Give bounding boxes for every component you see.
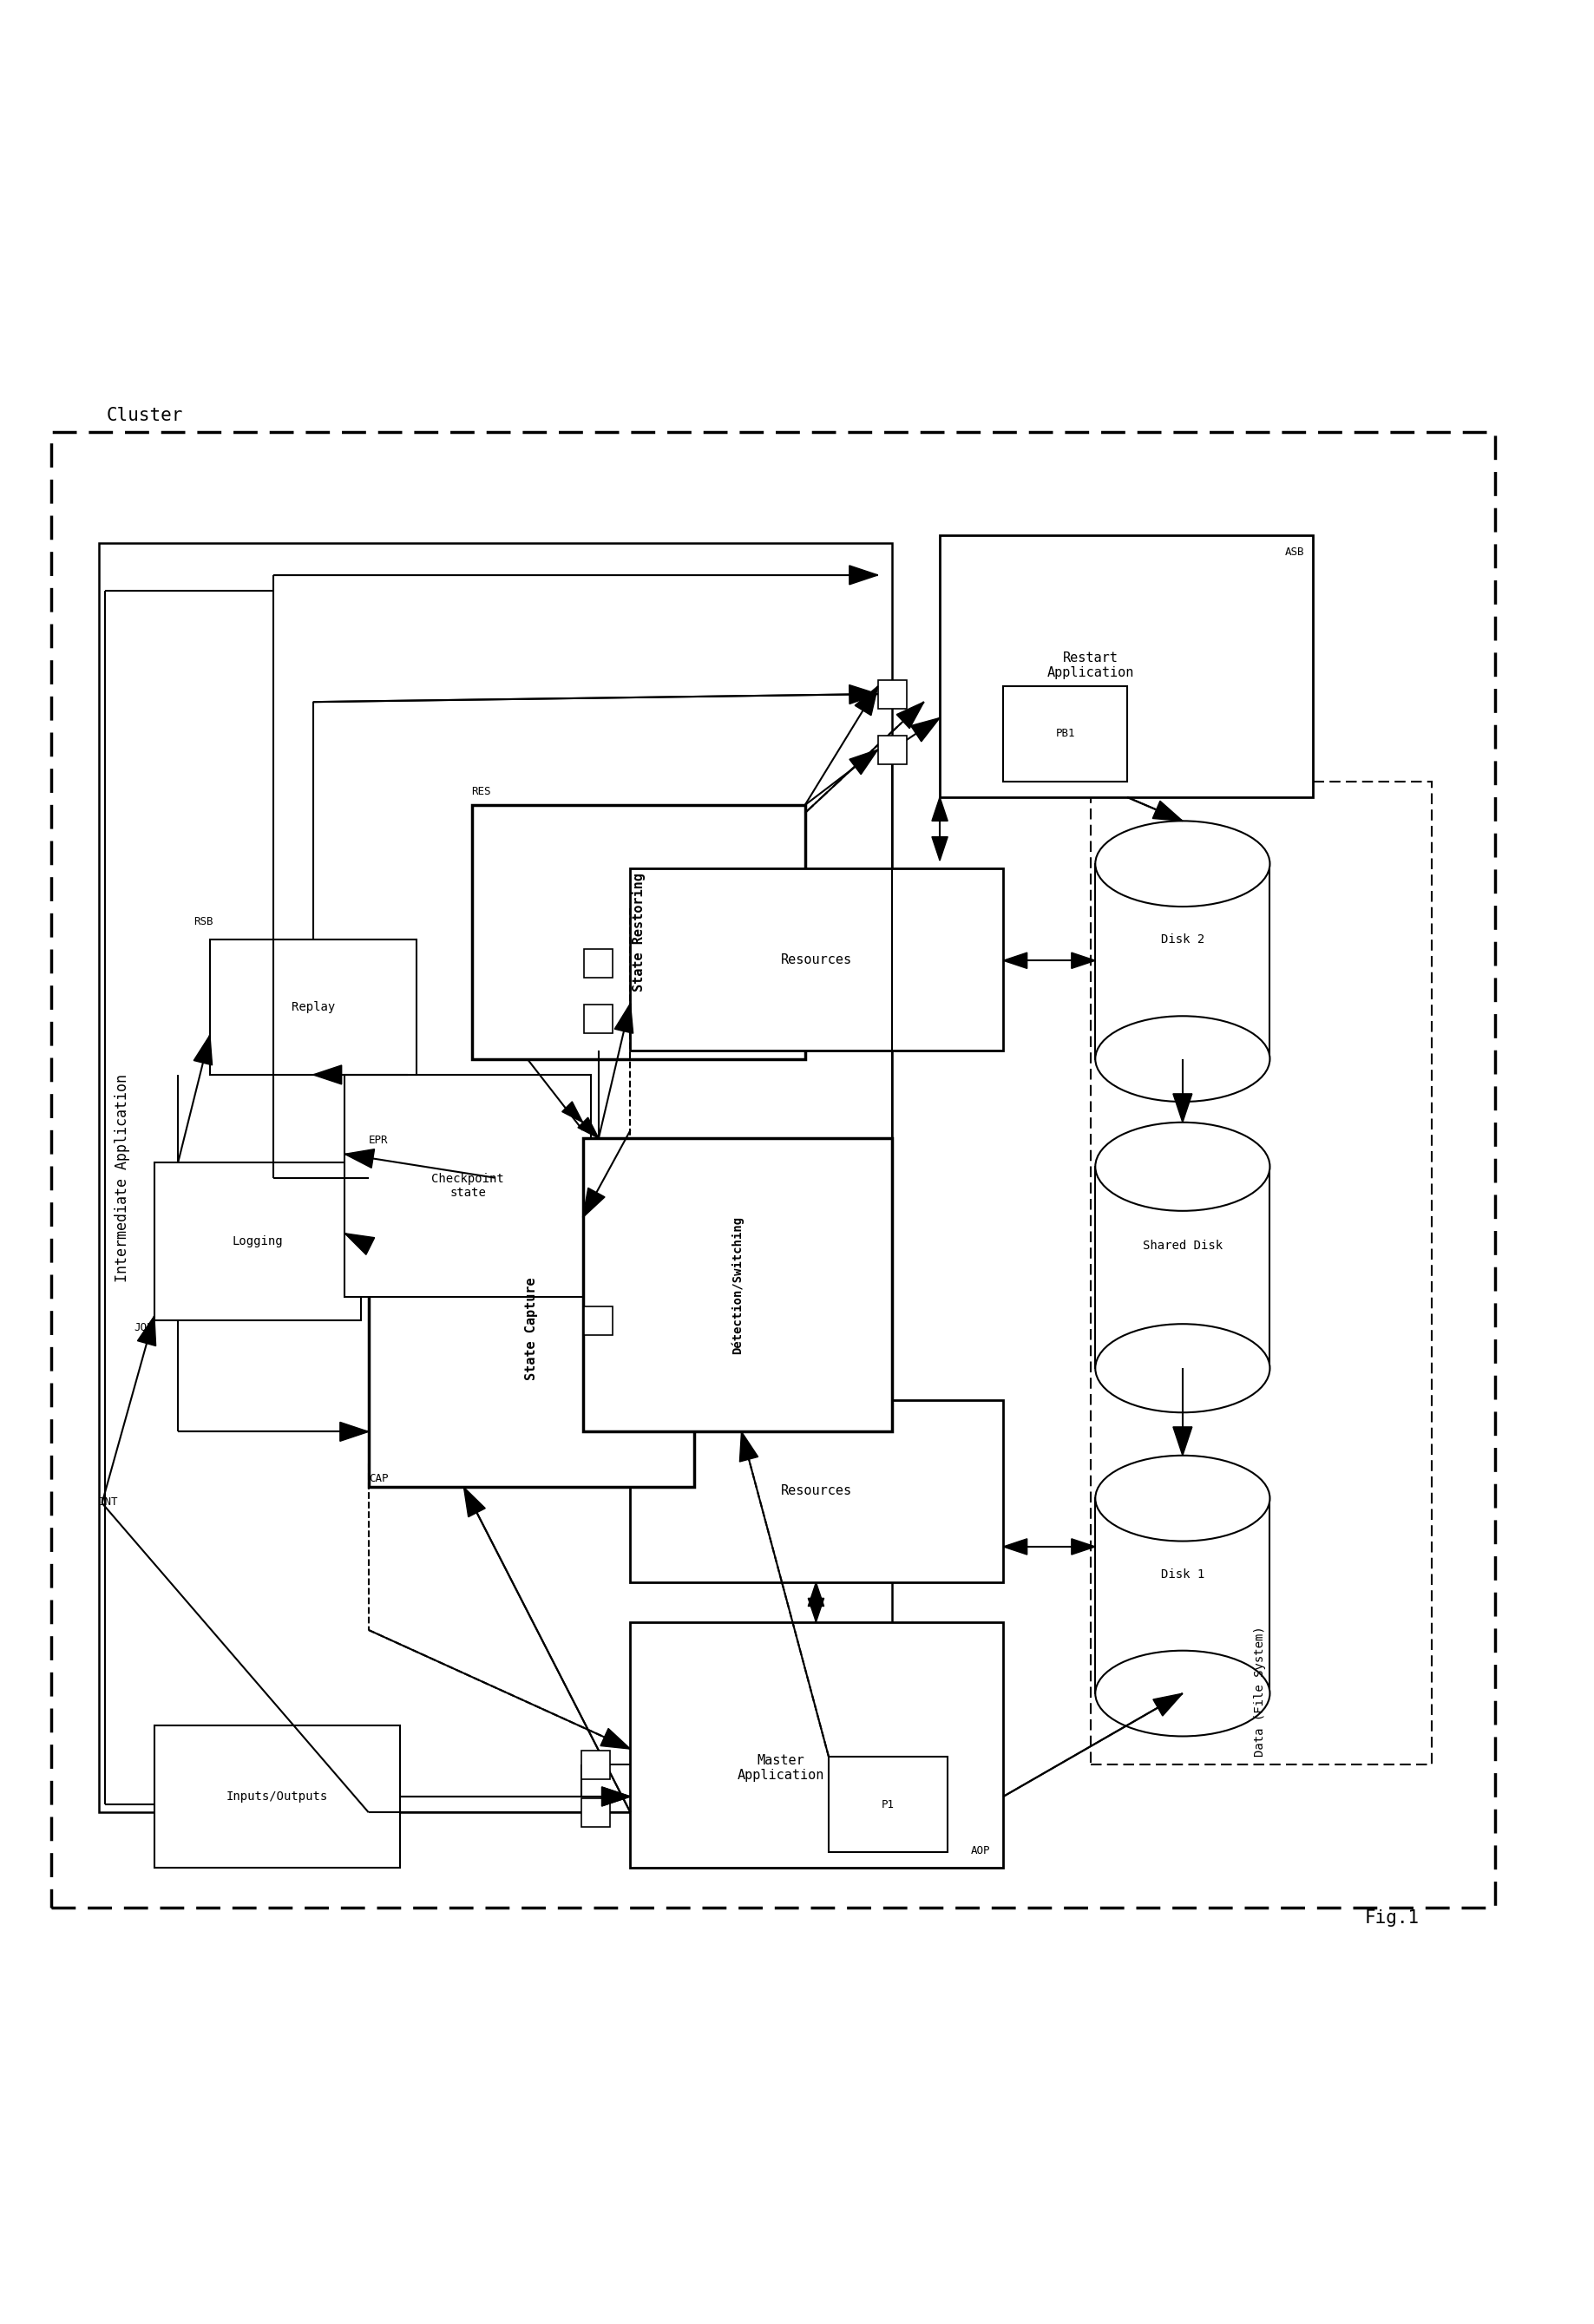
- Polygon shape: [137, 1315, 156, 1346]
- Bar: [472, 804, 805, 1060]
- Polygon shape: [808, 1583, 824, 1606]
- Bar: [344, 1074, 591, 1297]
- Bar: [1003, 686, 1127, 781]
- Text: INT: INT: [99, 1497, 118, 1508]
- Text: Détection/Switching: Détection/Switching: [732, 1215, 744, 1355]
- Text: Disk 1: Disk 1: [1160, 1569, 1205, 1580]
- Ellipse shape: [1095, 1325, 1270, 1413]
- Bar: [368, 1162, 693, 1487]
- Bar: [940, 535, 1313, 797]
- Text: Disk 2: Disk 2: [1160, 934, 1205, 946]
- Polygon shape: [1071, 1538, 1095, 1555]
- Bar: [878, 734, 907, 765]
- Polygon shape: [194, 1034, 212, 1064]
- Text: JOP: JOP: [134, 1322, 153, 1334]
- Bar: [585, 1306, 614, 1334]
- Text: PB1: PB1: [1055, 727, 1074, 739]
- Text: Replay: Replay: [292, 1002, 335, 1013]
- Ellipse shape: [1095, 1122, 1270, 1211]
- Polygon shape: [340, 1422, 368, 1441]
- Polygon shape: [1173, 1427, 1192, 1455]
- Bar: [1090, 781, 1431, 1764]
- Bar: [582, 1799, 611, 1827]
- Text: Intermediate Application: Intermediate Application: [115, 1074, 131, 1283]
- Text: ASB: ASB: [1285, 546, 1305, 558]
- Text: Checkpoint
state: Checkpoint state: [432, 1174, 504, 1199]
- Polygon shape: [1152, 802, 1183, 820]
- Bar: [1095, 1499, 1270, 1694]
- Text: Master
Application: Master Application: [738, 1755, 824, 1783]
- Polygon shape: [464, 1487, 485, 1518]
- Bar: [585, 1004, 614, 1034]
- Bar: [155, 1162, 360, 1320]
- Bar: [630, 869, 1003, 1050]
- Polygon shape: [563, 1102, 583, 1122]
- Text: Logging: Logging: [233, 1236, 282, 1248]
- Polygon shape: [932, 797, 948, 820]
- Polygon shape: [1003, 1538, 1027, 1555]
- Text: Resources: Resources: [781, 1485, 853, 1497]
- Polygon shape: [603, 1787, 630, 1806]
- Bar: [585, 951, 614, 978]
- Polygon shape: [1173, 1095, 1192, 1122]
- Polygon shape: [850, 751, 878, 774]
- Bar: [630, 1399, 1003, 1583]
- Bar: [155, 1724, 400, 1868]
- Polygon shape: [910, 718, 940, 741]
- Polygon shape: [1071, 953, 1095, 969]
- Text: Restart
Application: Restart Application: [1047, 651, 1133, 679]
- Text: State Capture: State Capture: [524, 1278, 537, 1380]
- Bar: [582, 1750, 611, 1780]
- Text: Inputs/Outputs: Inputs/Outputs: [226, 1789, 328, 1803]
- Polygon shape: [1152, 1694, 1183, 1715]
- Bar: [878, 679, 907, 709]
- Polygon shape: [740, 1432, 759, 1462]
- Polygon shape: [808, 1599, 824, 1622]
- Bar: [1095, 865, 1270, 1060]
- Polygon shape: [579, 1118, 599, 1139]
- Text: RSB: RSB: [194, 916, 214, 927]
- Bar: [99, 544, 893, 1813]
- Text: AOP: AOP: [971, 1845, 990, 1857]
- Ellipse shape: [1095, 1650, 1270, 1736]
- Text: Data (File System): Data (File System): [1254, 1627, 1266, 1757]
- Bar: [829, 1757, 948, 1852]
- Polygon shape: [312, 1064, 341, 1085]
- Text: RES: RES: [472, 786, 491, 797]
- Text: Cluster: Cluster: [107, 407, 183, 425]
- Polygon shape: [896, 702, 925, 727]
- Text: CAP: CAP: [368, 1473, 387, 1485]
- Polygon shape: [583, 1188, 604, 1218]
- Bar: [210, 939, 416, 1074]
- Polygon shape: [1003, 953, 1027, 969]
- Bar: [1095, 1167, 1270, 1369]
- Polygon shape: [344, 1148, 375, 1169]
- Polygon shape: [615, 1004, 633, 1034]
- Text: P1: P1: [881, 1799, 894, 1810]
- Polygon shape: [601, 1729, 630, 1750]
- Text: EPR: EPR: [368, 1134, 387, 1146]
- Polygon shape: [932, 837, 948, 860]
- Ellipse shape: [1095, 1016, 1270, 1102]
- Text: Fig.1: Fig.1: [1364, 1910, 1419, 1927]
- Ellipse shape: [1095, 820, 1270, 906]
- Polygon shape: [344, 1234, 375, 1255]
- Bar: [583, 1139, 893, 1432]
- Polygon shape: [854, 686, 878, 716]
- Text: Resources: Resources: [781, 953, 853, 967]
- Text: Shared Disk: Shared Disk: [1143, 1239, 1223, 1250]
- Ellipse shape: [1095, 1455, 1270, 1541]
- Polygon shape: [850, 686, 878, 704]
- Text: State Restoring: State Restoring: [631, 872, 646, 992]
- Bar: [630, 1622, 1003, 1868]
- Polygon shape: [603, 1787, 630, 1806]
- Polygon shape: [850, 565, 878, 586]
